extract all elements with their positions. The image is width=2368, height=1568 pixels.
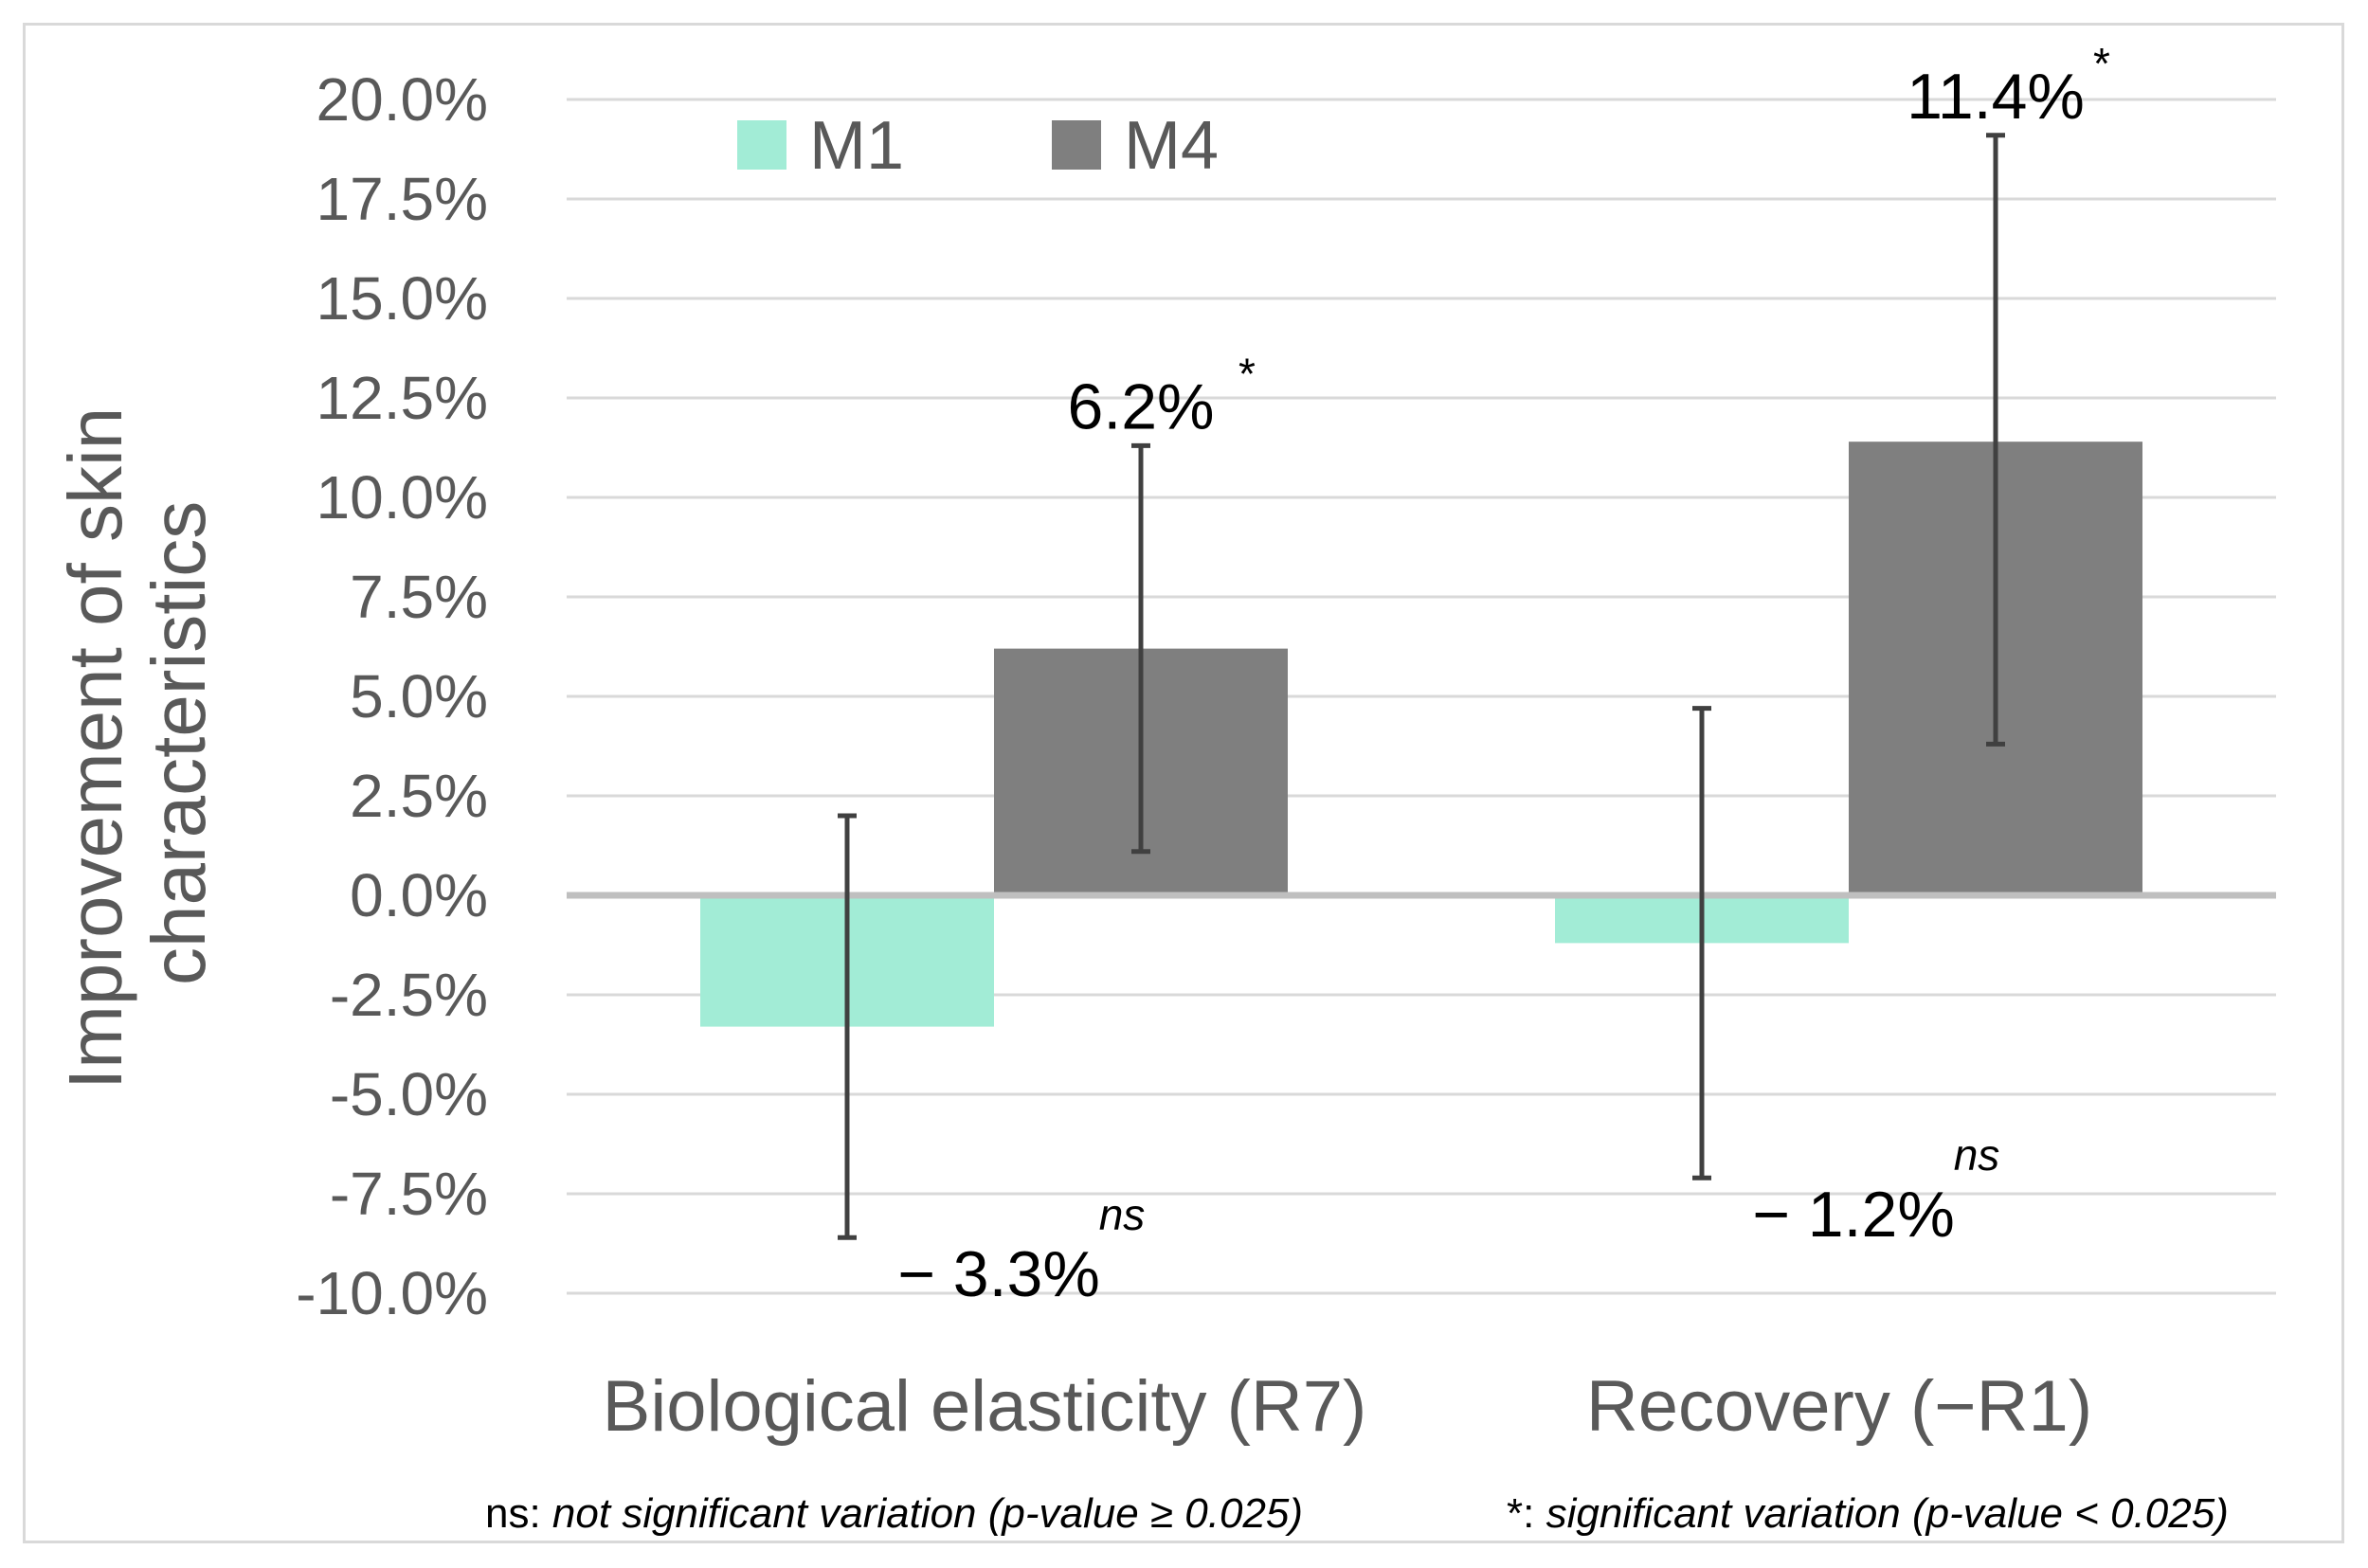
y-tick-label: -2.5%	[330, 961, 488, 1029]
y-axis-ticks: -10.0% -7.5% -5.0% -2.5% 0.0% 2.5% 5.0% 7.5% 10.…	[296, 65, 488, 1327]
data-label: 11.4%	[1907, 61, 2085, 133]
significance-marker: *	[1238, 349, 1256, 398]
y-axis-label: Improvement of skin characteristics	[53, 386, 221, 1090]
legend-label: M1	[809, 108, 904, 184]
legend-swatch	[737, 120, 786, 170]
footnote-ns: ns: not significant variation (p-value ≥…	[485, 1490, 1303, 1537]
error-bars	[838, 133, 2005, 1240]
y-axis-label-line-2: characteristics	[136, 501, 221, 985]
footnote-sig: *: significant variation (p-value < 0.02…	[1507, 1490, 2229, 1537]
error-bar	[838, 813, 857, 1240]
significance-marker: ns	[1099, 1190, 1146, 1239]
legend-item-m1: M1	[737, 108, 904, 184]
error-bar	[1986, 133, 2005, 747]
legend-swatch	[1052, 120, 1101, 170]
footnotes: ns: not significant variation (p-value ≥…	[485, 1490, 2229, 1537]
y-tick-label: 20.0%	[316, 65, 488, 134]
legend: M1 M4	[737, 108, 1219, 184]
error-bar	[1692, 706, 1711, 1181]
y-tick-label: -5.0%	[330, 1060, 488, 1128]
footnote-sig-text: significant variation (p-value < 0.025)	[1546, 1490, 2229, 1537]
y-tick-label: 10.0%	[316, 463, 488, 532]
y-tick-label: -7.5%	[330, 1160, 488, 1228]
error-bar	[1131, 442, 1150, 855]
x-axis-categories: Biological elasticity (R7) Recovery (−R1)	[603, 1366, 2093, 1447]
legend-label: M4	[1124, 108, 1219, 184]
y-tick-label: 7.5%	[350, 563, 488, 631]
data-label: − 1.2%	[1752, 1179, 1955, 1251]
y-tick-label: 0.0%	[350, 861, 488, 929]
footnote-ns-text: not significant variation (p-value ≥ 0.0…	[552, 1490, 1303, 1537]
data-label: 6.2%	[1068, 370, 1215, 442]
y-tick-label: -10.0%	[296, 1259, 488, 1327]
footnote-ns-prefix: ns:	[485, 1490, 552, 1537]
y-tick-label: 2.5%	[350, 762, 488, 830]
y-tick-label: 12.5%	[316, 364, 488, 432]
significance-marker: ns	[1954, 1130, 2000, 1180]
y-axis-label-line-1: Improvement of skin	[53, 407, 137, 1090]
y-tick-label: 17.5%	[316, 165, 488, 233]
legend-item-m4: M4	[1052, 108, 1219, 184]
data-label: − 3.3%	[897, 1238, 1100, 1310]
footnote-sig-prefix: *:	[1507, 1490, 1546, 1537]
bars	[700, 442, 2142, 1027]
y-tick-label: 5.0%	[350, 662, 488, 730]
significance-marker: *	[2093, 39, 2110, 88]
x-category-label: Biological elasticity (R7)	[603, 1366, 1367, 1447]
x-category-label: Recovery (−R1)	[1586, 1366, 2092, 1447]
y-tick-label: 15.0%	[316, 264, 488, 333]
